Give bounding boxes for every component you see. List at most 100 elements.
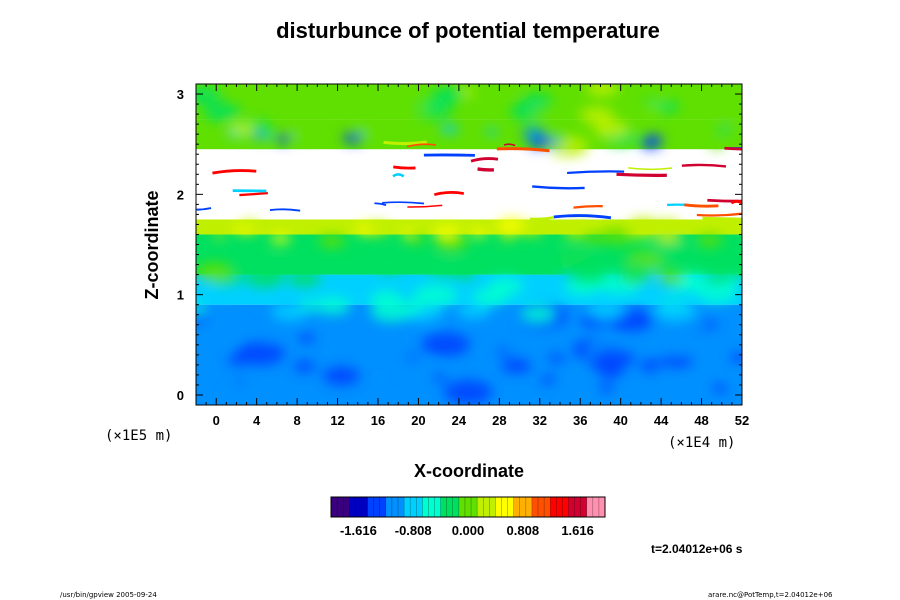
field-blob xyxy=(696,233,723,247)
x-axis-scale: (×1E4 m) xyxy=(668,435,735,451)
x-tick-label: 40 xyxy=(613,413,627,428)
colorbar-swatch xyxy=(550,497,569,517)
x-tick-label: 4 xyxy=(253,413,261,428)
field-streak xyxy=(477,167,495,172)
field-streak xyxy=(433,191,465,196)
field-blob xyxy=(655,230,681,244)
x-tick-label: 48 xyxy=(694,413,708,428)
field-streak xyxy=(696,212,742,217)
colorbar-swatch xyxy=(440,497,460,517)
field-blob xyxy=(586,84,619,97)
y-axis-title: Z-coordinate xyxy=(142,190,162,299)
field-blob xyxy=(695,354,723,368)
colorbar-swatch xyxy=(531,497,551,517)
y-tick-label: 0 xyxy=(177,388,184,403)
colorbar xyxy=(330,496,606,518)
colorbar-tick-label: -0.808 xyxy=(395,523,432,538)
field-blob xyxy=(318,234,346,248)
field-blob xyxy=(365,222,391,235)
field-blob xyxy=(556,251,601,274)
field-blob xyxy=(440,124,459,134)
y-axis-ticks: 0 1 2 3 xyxy=(177,83,742,403)
field-streak xyxy=(239,191,268,197)
field-blob xyxy=(342,132,364,144)
field-streak xyxy=(496,147,550,153)
field-blob xyxy=(431,373,449,382)
field-blob xyxy=(728,353,742,364)
field-blob xyxy=(356,123,383,137)
field-streak xyxy=(616,172,667,177)
footer-right: arare.nc@PotTemp,t=2.04012e+06 xyxy=(708,591,833,599)
field-streak xyxy=(374,202,387,206)
x-tick-label: 8 xyxy=(293,413,300,428)
field-streak xyxy=(553,214,612,220)
field-blob xyxy=(270,233,291,244)
field-blob xyxy=(718,110,742,126)
x-tick-label: 20 xyxy=(411,413,425,428)
colorbar-frame xyxy=(330,496,606,518)
colorbar-swatch xyxy=(404,497,423,517)
colorbar-swatch xyxy=(477,497,496,517)
field-blob xyxy=(399,300,425,314)
colorbar-swatch xyxy=(513,497,533,517)
field-blob xyxy=(290,126,318,141)
field-blob xyxy=(636,316,655,326)
field-streak xyxy=(530,215,556,221)
field-streak xyxy=(730,199,742,205)
field-blob xyxy=(697,282,738,303)
field-blob xyxy=(274,134,292,144)
field-blob xyxy=(315,296,351,315)
field-blob xyxy=(298,299,320,311)
colorbar-tick-label: 0.808 xyxy=(507,523,540,538)
colorbar-swatch xyxy=(385,497,405,517)
field-blob xyxy=(660,337,700,358)
field-blob xyxy=(469,228,488,238)
colorbar-tick-label: 0.000 xyxy=(452,523,485,538)
field-blob xyxy=(287,269,322,287)
field-blob xyxy=(257,331,278,342)
y-axis-scale: (×1E5 m) xyxy=(105,428,172,444)
field-blob xyxy=(539,375,557,384)
field-blob xyxy=(433,226,461,240)
field-blob xyxy=(471,288,506,306)
x-tick-label: 52 xyxy=(735,413,749,428)
field-blob xyxy=(589,360,605,369)
y-tick-label: 3 xyxy=(177,87,184,102)
field-blob xyxy=(371,255,408,273)
field-blob xyxy=(241,220,260,230)
field-streak xyxy=(724,146,742,151)
field-blob xyxy=(656,219,681,232)
x-tick-label: 36 xyxy=(573,413,587,428)
field-blob xyxy=(203,102,241,122)
field-blob xyxy=(627,224,656,239)
field-blob xyxy=(203,318,246,340)
field-blob xyxy=(644,98,661,108)
field-blob xyxy=(400,229,417,238)
field-blob xyxy=(534,252,564,268)
field-blob xyxy=(261,134,272,140)
field-blob xyxy=(587,300,625,319)
field-blob xyxy=(615,262,654,282)
field-streak xyxy=(702,216,742,222)
field-blob xyxy=(563,229,583,240)
field-blob xyxy=(599,227,635,245)
field-blob xyxy=(519,224,544,237)
field-blob xyxy=(293,360,316,373)
x-tick-label: 16 xyxy=(371,413,385,428)
field-blob xyxy=(535,321,548,328)
field-streak xyxy=(392,173,405,178)
field-blob xyxy=(704,270,731,284)
field-streak xyxy=(382,201,425,205)
field-blob xyxy=(650,238,692,260)
field-blob xyxy=(560,381,595,399)
field-blob xyxy=(401,362,434,379)
colorbar-swatch xyxy=(349,497,369,517)
heatmap-field xyxy=(196,84,742,405)
field-streak xyxy=(269,208,301,212)
field-blob xyxy=(715,126,733,135)
field-blob xyxy=(432,86,465,104)
field-blob xyxy=(550,129,570,140)
field-blob xyxy=(425,255,468,277)
field-blob xyxy=(364,342,391,357)
